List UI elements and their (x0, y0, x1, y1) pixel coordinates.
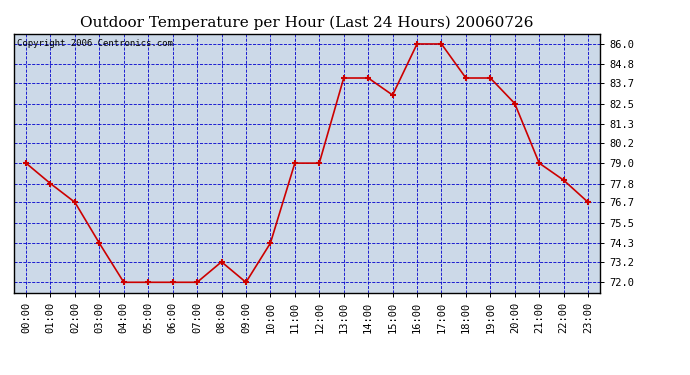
Title: Outdoor Temperature per Hour (Last 24 Hours) 20060726: Outdoor Temperature per Hour (Last 24 Ho… (80, 15, 534, 30)
Text: Copyright 2006 Centronics.com: Copyright 2006 Centronics.com (17, 39, 172, 48)
